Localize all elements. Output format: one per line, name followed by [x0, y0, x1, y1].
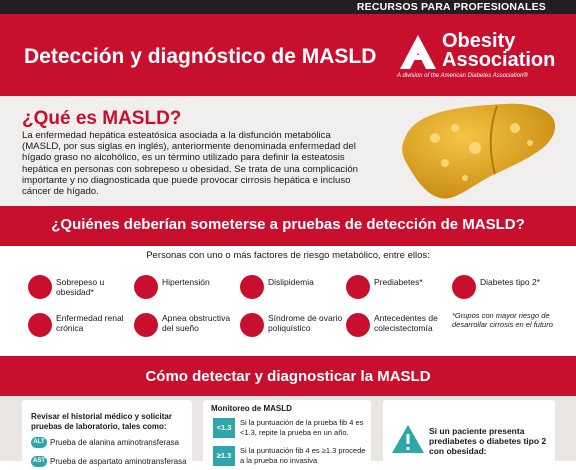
header: [0, 14, 576, 96]
paragraph: La enfermedad hepática esteatósica asoci…: [22, 130, 359, 198]
risk-icon: [134, 275, 158, 299]
risk-label: Prediabetes*: [374, 277, 423, 287]
step-label: Si la puntuación fib 4 es ≥1.3 procede a…: [240, 446, 366, 465]
card: Revisar el historial médico y solicitar …: [22, 400, 192, 470]
section-title: ¿Quiénes deberían someterse a pruebas de…: [51, 216, 525, 233]
step-label: Si la puntuación de la prueba fib 4 es <…: [240, 418, 364, 437]
badge: AST: [31, 456, 47, 467]
risk-label: Sobrepeso u obesidad*: [56, 277, 105, 297]
risk-icon: [28, 275, 52, 299]
risk-icon: [452, 275, 476, 299]
logo-subtitle: A division of the American Diabetes Asso…: [397, 73, 528, 79]
top-bar: RECURSOS PARA PROFESIONALES: [0, 0, 576, 14]
warning-text: Si un paciente presenta prediabetes o di…: [429, 426, 547, 456]
risk-label: Dislipidemia: [268, 277, 314, 287]
risk-label: Síndrome de ovario poliquístico: [268, 313, 343, 333]
card: Si un paciente presenta prediabetes o di…: [383, 400, 555, 470]
risk-label: Diabetes tipo 2*: [480, 277, 541, 287]
band: [0, 206, 576, 246]
risk-icon: [28, 313, 52, 337]
logo-mark: [400, 35, 436, 69]
tagline: RECURSOS PARA PROFESIONALES: [356, 1, 546, 13]
risk-icon: [134, 313, 158, 337]
risk-label: Enfermedad renal crónica: [56, 313, 124, 333]
risk-label: Apnea obstructiva del sueño: [162, 313, 231, 333]
test-label: Prueba de alanina aminotransferasa: [50, 438, 179, 447]
liver-image: [402, 103, 556, 199]
risk-icon: [346, 313, 370, 337]
risk-icon: [240, 275, 264, 299]
note: *Grupos con mayor riesgo de desarrollar …: [452, 311, 553, 329]
badge: ALT: [31, 437, 47, 448]
risk-icon: [346, 275, 370, 299]
card-title: Revisar el historial médico y solicitar …: [31, 412, 172, 431]
risk-icon: [240, 313, 264, 337]
title: Detección y diagnóstico de MASLD: [24, 45, 377, 68]
test-label: Prueba de aspartato aminotransferasa: [50, 457, 187, 466]
card-title: Monitoreo de MASLD: [211, 404, 292, 413]
section-title: Cómo detectar y diagnosticar la MASLD: [145, 368, 431, 385]
intro: Personas con uno o más factores de riesg…: [146, 250, 430, 261]
badge: <1.3: [213, 418, 235, 438]
logo-name: Obesity Association: [442, 30, 556, 71]
warning-icon: [392, 425, 424, 453]
badge: ≥1.3: [213, 446, 235, 466]
band: [0, 356, 576, 396]
risk-label: Antecedentes de colecistectomía: [374, 313, 438, 333]
risk-label: Hipertensión: [162, 277, 210, 287]
section-title: ¿Qué es MASLD?: [22, 108, 182, 129]
card: Monitoreo de MASLD <1.3 Si la puntuación…: [203, 400, 371, 470]
